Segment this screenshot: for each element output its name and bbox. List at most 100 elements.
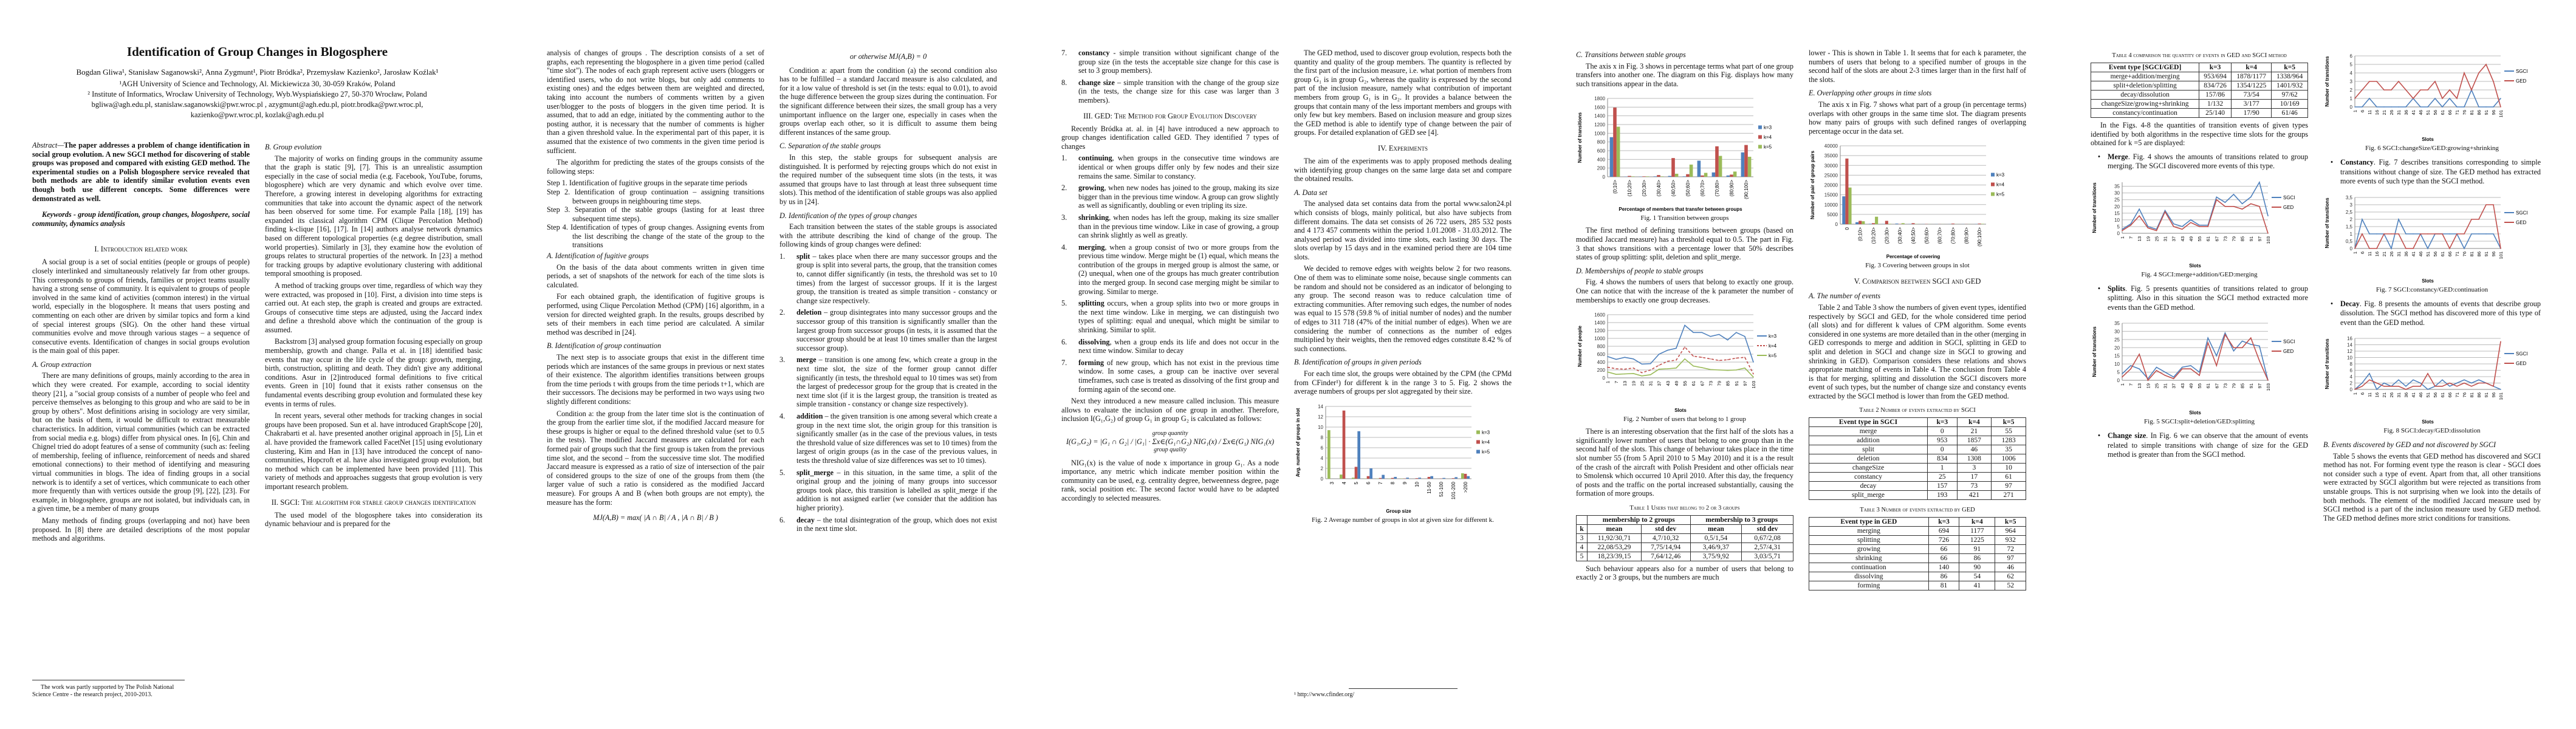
- paper-title: Identification of Group Changes in Blogo…: [126, 44, 388, 59]
- x-tick-label: 56: [2433, 252, 2438, 256]
- section-heading: I. Introduction related work: [94, 245, 188, 254]
- paragraph: The axis x in Fig. 3 shows in percentage…: [1576, 61, 1793, 88]
- y-tick-label: 15: [2114, 354, 2120, 359]
- x-tick-label: 11: [2367, 110, 2372, 115]
- data-point: [1684, 346, 1685, 348]
- data-point: [2449, 247, 2450, 249]
- legend-swatch: [1991, 182, 1995, 187]
- data-point: [1624, 369, 1626, 370]
- bar: [1379, 477, 1382, 479]
- series-line-GED: [2122, 199, 2269, 234]
- bar: [1858, 221, 1862, 225]
- bullet-icon: •: [2097, 431, 2101, 440]
- legend-label: GED: [2516, 361, 2527, 366]
- bar: [1888, 224, 1891, 225]
- table-cell: 964: [1995, 526, 2026, 536]
- x-tick-label: (40;50>: [1671, 180, 1676, 197]
- table-cell: split_merge: [1809, 490, 1928, 501]
- data-point: [1744, 368, 1745, 369]
- table-cell: 193: [1927, 490, 1958, 501]
- paragraph: Condition a: apart from the condition (a…: [779, 66, 997, 137]
- series-line-SGCI: [2122, 332, 2269, 381]
- table-row: deletion 834 1308 1006: [1809, 454, 2026, 464]
- table-header-cell: k=4: [1956, 417, 1992, 428]
- item-text: , when nodes has left the group, making …: [1078, 213, 1279, 240]
- figure: 0 5000 10000 15000 20000 25000 30000 35000 40000…: [1809, 141, 2026, 259]
- x-tick-label: (20;30>: [1642, 180, 1647, 197]
- data-point: [1658, 364, 1660, 366]
- subsection-heading: C. Separation of the stable groups: [779, 142, 881, 151]
- x-tick-label: 91: [2484, 110, 2489, 115]
- numbered-item: 3. merge – transition is one among few, w…: [779, 355, 997, 409]
- x-axis-label: Slots: [1674, 408, 1687, 413]
- data-point: [1735, 357, 1737, 359]
- table-cell: 2,57/4,31: [1741, 542, 1793, 552]
- data-point: [2493, 106, 2494, 108]
- table-cell: growing: [1809, 544, 1929, 555]
- x-tick-label: 71: [2454, 110, 2460, 115]
- item-term: shrinking: [1078, 213, 1109, 222]
- y-axis-label: Number of transitions: [2324, 56, 2330, 107]
- data-point: [2147, 227, 2149, 228]
- y-tick-label: 20: [2114, 204, 2120, 210]
- y-tick-label: 0: [2350, 387, 2353, 392]
- x-tick-label: 37: [2171, 383, 2177, 388]
- item-number: 5.: [1061, 299, 1067, 308]
- x-tick-label: 79: [2232, 236, 2237, 241]
- table-header-cell: k=4: [1959, 517, 1996, 527]
- data-point: [2369, 81, 2370, 82]
- data-point: [2427, 89, 2428, 91]
- data-point: [1735, 369, 1737, 371]
- data-point: [2398, 233, 2399, 234]
- bar: [1461, 473, 1464, 479]
- y-tick-label: 6: [2350, 368, 2353, 374]
- data-point: [1744, 357, 1745, 358]
- data-point: [2434, 233, 2436, 234]
- data-point: [1735, 332, 1737, 334]
- data-point: [2405, 89, 2406, 91]
- table-cell: 3,75/9,92: [1690, 551, 1742, 561]
- x-tick-label: 13: [1622, 381, 1628, 386]
- paragraph: Each transition between the states of th…: [779, 222, 997, 249]
- x-tick-label: (90;100>: [1977, 227, 1982, 247]
- data-point: [2199, 225, 2200, 227]
- data-point: [2456, 233, 2458, 234]
- data-point: [2398, 379, 2399, 381]
- data-point: [2405, 385, 2406, 387]
- data-point: [2398, 218, 2399, 220]
- formula: MJ(A,B) = max( |A ∩ B| / A , |A ∩ B| / B…: [547, 513, 764, 522]
- bar: [1855, 222, 1859, 225]
- paragraph: In this step, the stable groups for subs…: [779, 152, 997, 206]
- data-point: [2130, 223, 2131, 225]
- x-tick-label: 43: [2180, 383, 2185, 388]
- table-row: splitting 726 1225 932: [1809, 535, 2026, 546]
- item-text: . Fig. 4 shows the amounts of transition…: [2108, 152, 2308, 171]
- x-tick-label: (0;10>: [1612, 180, 1618, 194]
- data-point: [2241, 203, 2243, 204]
- data-point: [2464, 233, 2465, 234]
- section-heading: II. SGCI: The algorithm for stable group…: [271, 498, 476, 507]
- data-point: [2224, 334, 2226, 335]
- figure: 0 0,5 1 1,5 2 2,5 3 3,5 Number of transitions Slo…: [2323, 193, 2541, 284]
- paragraph: For each time slot, the groups were obta…: [1294, 369, 1512, 396]
- y-tick-label: 600: [1597, 352, 1606, 357]
- footnote: The work was partly supported by The Pol…: [32, 680, 185, 699]
- x-tick-label: 61: [2205, 236, 2211, 241]
- bullet-icon: •: [2330, 299, 2334, 308]
- data-point: [2233, 205, 2235, 207]
- data-point: [2233, 347, 2235, 349]
- data-point: [1718, 360, 1720, 361]
- data-point: [1641, 372, 1643, 374]
- item-text: . Fig. 8 presents the amounts of events …: [2340, 299, 2541, 327]
- item-number: 4.: [779, 411, 786, 420]
- column-1: analysis of changes of groups . The desc…: [547, 49, 764, 699]
- item-number: 8.: [1061, 78, 1067, 87]
- table-header-cell: std dev: [1741, 524, 1793, 534]
- x-axis-label: Percentage of covering: [1886, 254, 1941, 259]
- table-header-cell: k=3: [2199, 63, 2232, 72]
- table-row: dissolving 86 54 62: [1809, 572, 2026, 582]
- y-tick-label: 4: [2350, 70, 2353, 76]
- table-cell: 66: [1928, 544, 1960, 555]
- item-number: 3.: [779, 355, 786, 364]
- x-tick-label: 56: [2433, 110, 2438, 115]
